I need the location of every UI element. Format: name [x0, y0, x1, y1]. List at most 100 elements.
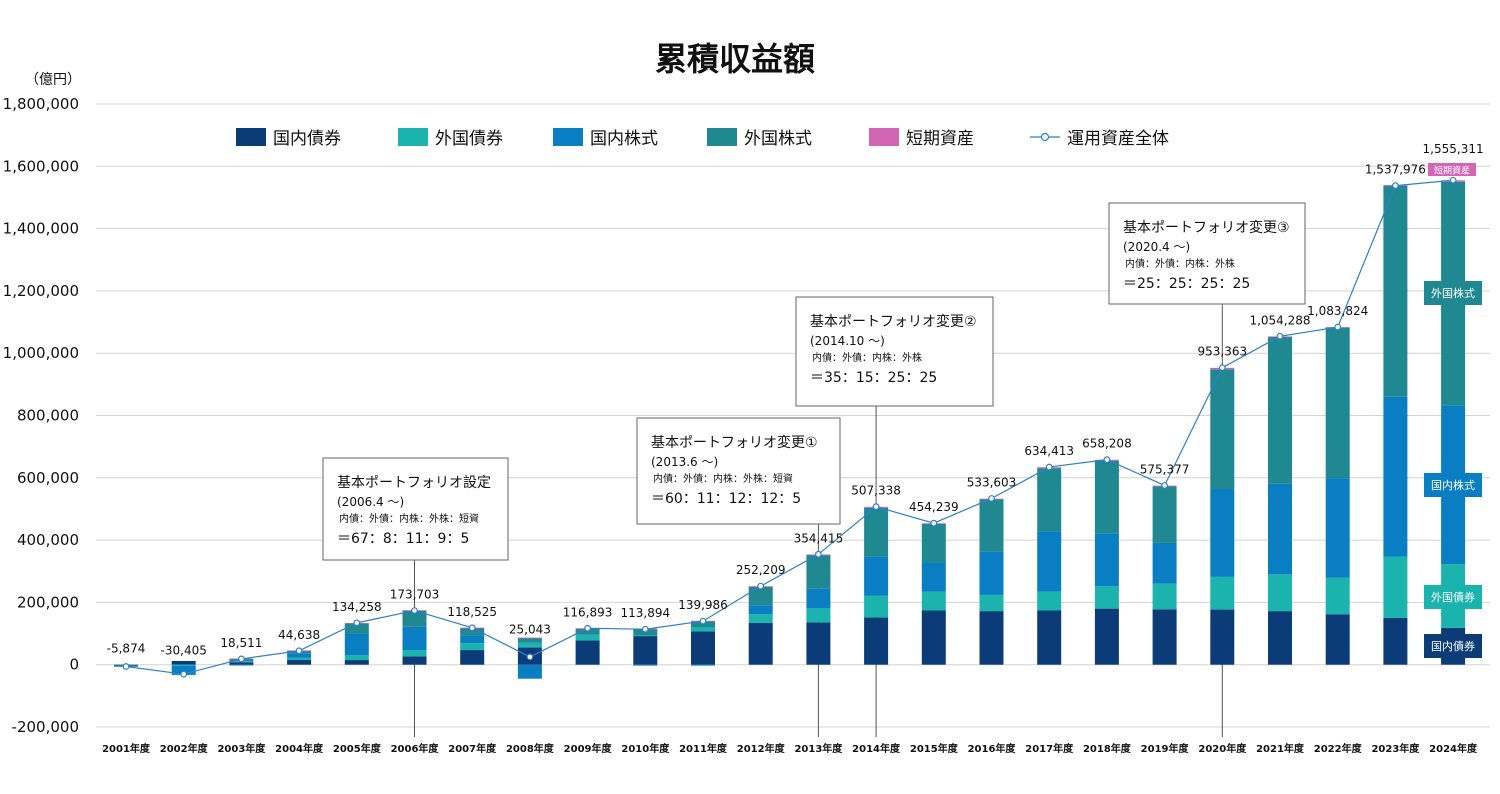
data-label: -30,405	[161, 644, 207, 658]
x-tick-label: 2019年度	[1141, 742, 1190, 755]
annotation-title: 基本ポートフォリオ変更③	[1123, 219, 1290, 236]
chart-title: 累積収益額	[655, 40, 815, 78]
legend: 国内債券 外国債券 国内株式 外国株式 短期資産 運用資産全体	[236, 128, 1169, 149]
y-tick-label: 200,000	[17, 593, 79, 611]
x-tick-label: 2024年度	[1429, 742, 1478, 755]
data-label: 116,893	[563, 605, 613, 619]
line-point	[815, 550, 822, 558]
bar-segment	[748, 614, 773, 623]
annotation-box	[636, 417, 841, 525]
x-tick-label: 2018年度	[1083, 742, 1132, 755]
bar-segment	[229, 664, 254, 666]
legend-label: 短期資産	[906, 129, 974, 149]
x-tick-label: 2007年度	[448, 742, 497, 755]
bar-segment	[979, 611, 1004, 665]
bar-segment	[691, 664, 715, 666]
x-tick-label: 2012年度	[737, 742, 786, 755]
data-label: 634,413	[1024, 444, 1074, 458]
x-tick-label: 2013年度	[794, 742, 843, 755]
annotation-box	[795, 296, 994, 407]
y-axis-ticks: -200,000 0 200,000 400,000 600,000 800,000 1,0…	[3, 95, 79, 736]
line-point	[872, 503, 880, 511]
annotation-date: (2013.6 ～)	[651, 455, 718, 469]
bar-segment	[171, 665, 196, 675]
line-point	[584, 624, 591, 632]
bar-segment	[691, 627, 715, 632]
bar-segment	[344, 623, 369, 634]
line-point	[237, 655, 245, 663]
bar-segment	[1152, 486, 1177, 543]
data-label: 354,415	[794, 531, 844, 545]
line-point	[1103, 456, 1111, 464]
bar-segment	[806, 555, 831, 589]
data-labels: -5,874 -30,405 18,511 44,638 134,258 173,703 1…	[107, 142, 1484, 657]
bar-segment	[864, 595, 889, 618]
side-label-text: 国内債券	[1431, 639, 1475, 653]
line-point	[699, 617, 707, 625]
legend-label: 外国債券	[435, 129, 503, 149]
x-tick-label: 2016年度	[968, 742, 1017, 755]
x-tick-label: 2006年度	[391, 742, 440, 755]
x-tick-label: 2015年度	[910, 742, 959, 755]
bar-segment	[806, 608, 831, 623]
data-label: 18,511	[220, 636, 262, 650]
bar-segment	[402, 656, 427, 665]
bar-segment	[1094, 586, 1119, 609]
side-label-text: 短期資産	[1434, 165, 1470, 177]
bar-segment	[517, 642, 542, 648]
bar-segment	[1383, 556, 1408, 618]
line-point	[468, 624, 476, 632]
bar-segment	[1325, 478, 1350, 578]
bar-segment	[1094, 608, 1119, 665]
side-label-text: 外国株式	[1431, 286, 1475, 300]
line-point	[180, 670, 188, 678]
bar-segment	[1152, 609, 1177, 665]
y-tick-label: -200,000	[12, 718, 79, 736]
data-label: 575,377	[1140, 462, 1190, 476]
x-tick-label: 2022年度	[1314, 742, 1363, 755]
x-tick-label: 2014年度	[852, 742, 901, 755]
bar-segment	[460, 650, 485, 665]
annotation-ratio-legend: 内債：外債：内株：外株：短資	[653, 472, 793, 485]
bar-segment	[1268, 574, 1292, 612]
data-label: 25,043	[509, 622, 551, 636]
x-tick-label: 2021年度	[1256, 742, 1305, 755]
bar-segment	[1383, 617, 1408, 665]
legend-swatch	[553, 128, 583, 146]
bar-segment	[1152, 542, 1177, 584]
bar-segment	[1325, 614, 1350, 665]
line-point	[1391, 182, 1399, 190]
y-tick-label: 400,000	[17, 531, 79, 549]
x-tick-label: 2023年度	[1371, 742, 1420, 755]
legend-label: 国内株式	[590, 129, 658, 149]
data-label: 118,525	[447, 605, 497, 619]
side-label-box	[1428, 163, 1476, 176]
bar-segment	[171, 660, 196, 665]
y-tick-label: 0	[69, 656, 79, 674]
bar-segment	[1210, 576, 1235, 610]
data-label: 44,638	[278, 628, 320, 642]
bar-segment	[1210, 609, 1235, 665]
data-label: 454,239	[909, 500, 959, 514]
bar-segment	[1094, 533, 1119, 587]
legend-swatch	[236, 128, 266, 146]
bar-segment	[806, 622, 831, 665]
line-point	[1276, 332, 1284, 340]
annotation-title: 基本ポートフォリオ設定	[337, 474, 491, 491]
bar-segment	[1094, 460, 1119, 534]
bar-segment	[1152, 583, 1177, 610]
bar-segment	[979, 499, 1004, 552]
bar-segment	[287, 660, 312, 665]
x-tick-label: 2009年度	[564, 742, 613, 755]
bar-segment	[1268, 611, 1292, 665]
bar-segment	[633, 635, 658, 637]
line-point	[295, 647, 303, 655]
bar-segment	[1210, 489, 1235, 577]
line-point	[757, 582, 765, 590]
side-label-box	[1424, 281, 1482, 305]
bar-segment	[864, 617, 889, 665]
bar-segment	[229, 662, 254, 665]
annotation-ratio-legend: 内債：外債：内株：外株：短資	[339, 512, 479, 525]
line-point	[122, 663, 130, 670]
